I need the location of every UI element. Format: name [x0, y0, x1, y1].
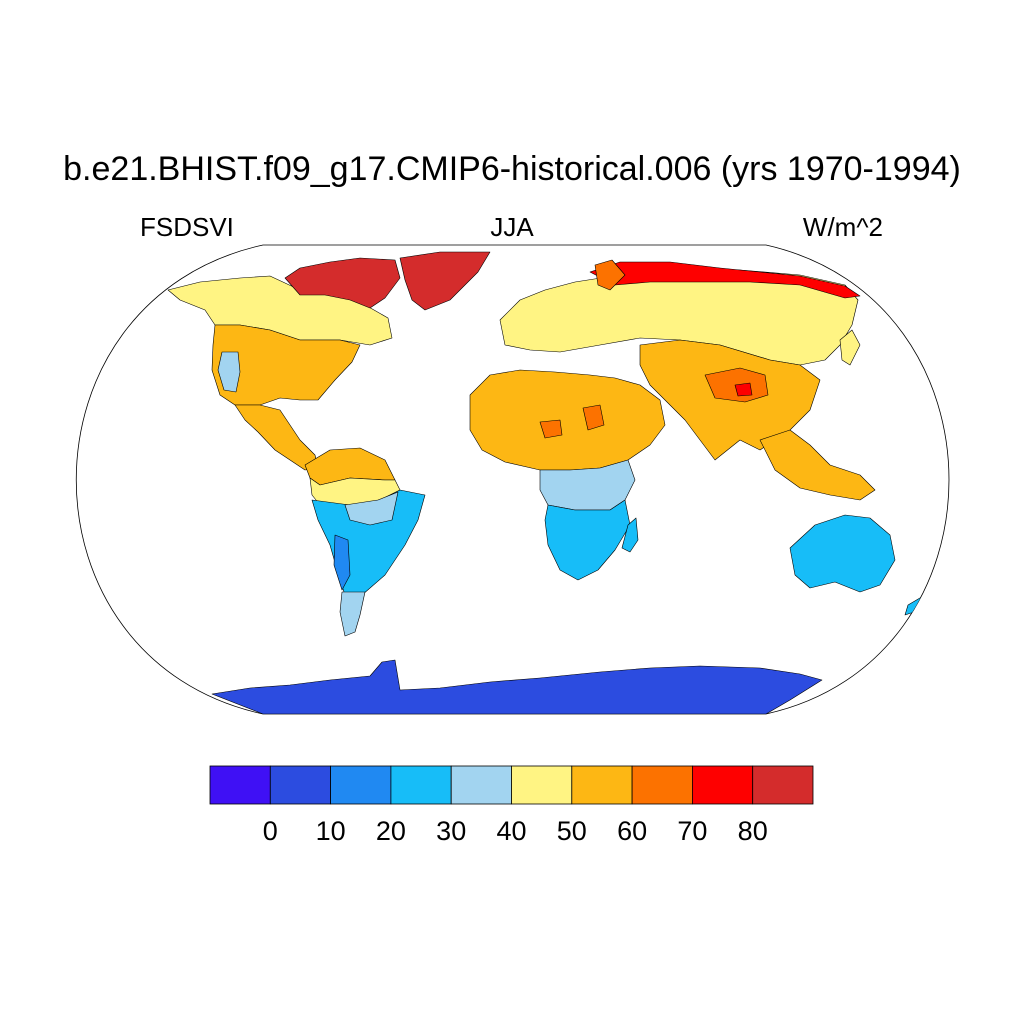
colorbar-tick-label: 40: [496, 816, 526, 846]
region-sahara-hotspot-2: [582, 404, 605, 431]
colorbar-tick-label: 60: [617, 816, 647, 846]
units-label: W/m^2: [802, 212, 883, 242]
region-patagonia: [339, 591, 366, 637]
colorbar-swatch: [692, 765, 754, 805]
colorbar-tick-label: 80: [738, 816, 768, 846]
region-north-america-us: [211, 324, 361, 406]
colorbar-swatch: [450, 765, 512, 805]
plot-title: b.e21.BHIST.f09_g17.CMIP6-historical.006…: [63, 150, 961, 188]
region-california: [217, 351, 241, 393]
season-label: JJA: [490, 212, 534, 242]
region-tibet-core: [734, 382, 753, 397]
colorbar-swatch: [330, 765, 392, 805]
colorbar: 0 10 20 30 40 50 60 70 80: [209, 765, 814, 846]
colorbar-tick-label: 20: [376, 816, 406, 846]
colorbar-swatch: [631, 765, 693, 805]
region-madagascar: [621, 517, 639, 553]
region-sahara-hotspot-1: [539, 419, 563, 439]
colorbar-tick-label: 30: [436, 816, 466, 846]
region-japan: [839, 329, 861, 366]
region-greenland: [399, 251, 491, 311]
colorbar-swatch: [511, 765, 573, 805]
region-scandinavia: [594, 259, 626, 291]
colorbar-tick-label: 50: [557, 816, 587, 846]
colorbar-swatch: [571, 765, 633, 805]
region-scandinavia-russia: [589, 261, 861, 299]
colorbar-tick-label: 10: [316, 816, 346, 846]
colorbar-tick-label: 0: [263, 816, 278, 846]
region-southern-africa: [544, 499, 631, 581]
world-map: [75, 244, 950, 715]
region-andes-south: [333, 534, 351, 591]
colorbar-swatch: [209, 765, 271, 805]
region-canadian-arctic: [284, 257, 401, 309]
colorbar-swatch: [269, 765, 331, 805]
region-north-america-north: [167, 275, 393, 346]
region-southeast-asia: [759, 429, 876, 501]
colorbar-tick-label: 70: [677, 816, 707, 846]
region-brazil-plateau: [344, 491, 399, 526]
region-australia: [789, 514, 896, 593]
region-antarctica: [211, 659, 823, 714]
colorbar-swatch: [752, 765, 814, 805]
colorbar-swatch: [390, 765, 452, 805]
variable-label: FSDSVI: [140, 212, 234, 242]
region-north-africa-arabia: [469, 369, 666, 471]
